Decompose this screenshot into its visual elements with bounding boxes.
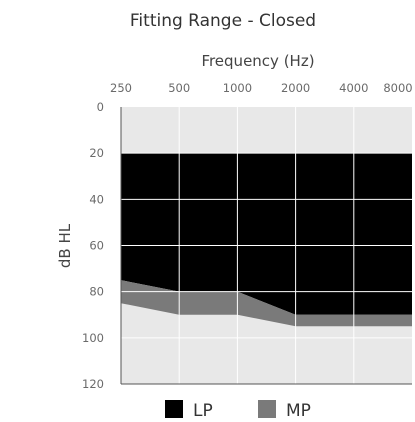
legend: LP MP [165, 400, 311, 421]
y-tick-label: 60 [89, 239, 104, 253]
gridlines [121, 107, 412, 384]
y-tick-label: 80 [89, 285, 104, 299]
legend-label-mp: MP [286, 401, 311, 421]
chart-title: Fitting Range - Closed [130, 11, 316, 31]
axes [120, 107, 412, 385]
y-tick-label: 100 [82, 331, 104, 345]
y-axis-label: dB HL [56, 223, 74, 268]
y-tick-label: 120 [82, 377, 104, 391]
x-tick-label: 500 [168, 81, 190, 95]
legend-label-lp: LP [193, 401, 213, 421]
y-tick-label: 0 [97, 100, 104, 114]
x-axis-label: Frequency (Hz) [201, 52, 314, 70]
y-tick-label: 40 [89, 192, 104, 206]
legend-swatch-lp [165, 400, 183, 418]
y-tick-labels: 0 20 40 60 80 100 120 [82, 100, 104, 391]
y-tick-label: 20 [89, 146, 104, 160]
legend-swatch-mp [258, 400, 276, 418]
x-tick-labels: 250 500 1000 2000 4000 8000 [110, 81, 413, 95]
x-tick-label: 250 [110, 81, 132, 95]
x-tick-label: 1000 [223, 81, 252, 95]
x-tick-label: 8000 [383, 81, 412, 95]
area-lp [121, 153, 412, 315]
x-tick-label: 4000 [339, 81, 368, 95]
area-series [121, 153, 412, 327]
x-tick-label: 2000 [281, 81, 310, 95]
